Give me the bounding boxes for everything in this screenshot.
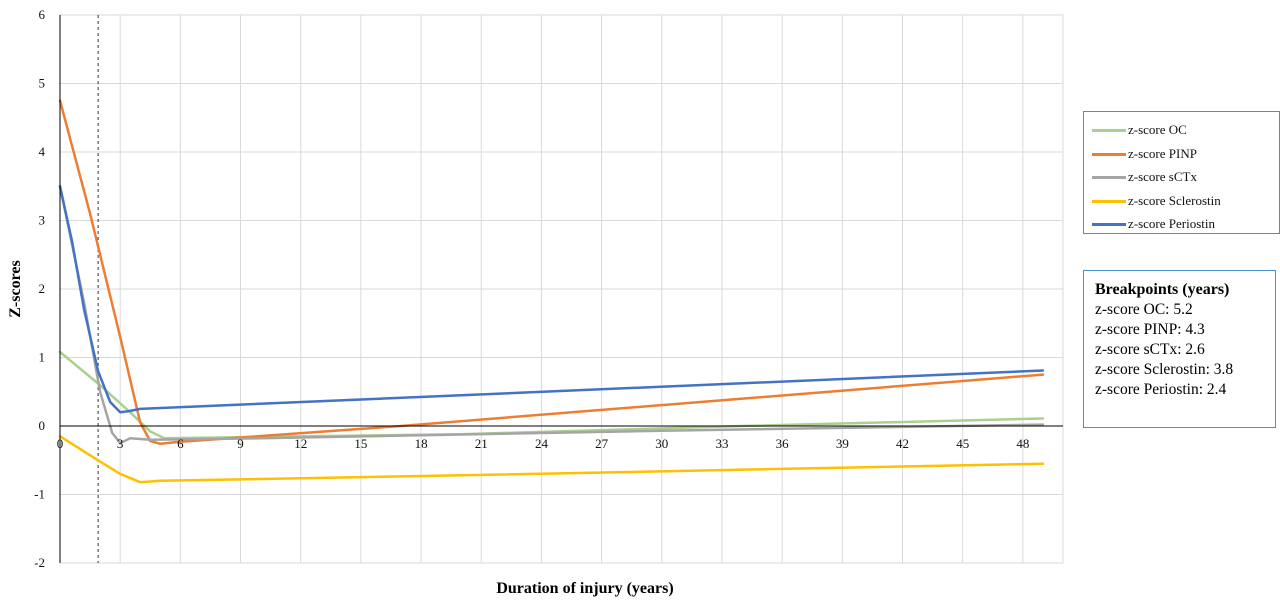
breakpoint-periostin: z-score Periostin: 2.4 <box>1095 381 1227 398</box>
legend-swatch <box>1092 199 1126 203</box>
x-tick-label: 12 <box>294 436 307 451</box>
x-tick-label: 21 <box>475 436 488 451</box>
y-tick-label: 1 <box>39 350 46 365</box>
x-tick-label: 48 <box>1016 436 1029 451</box>
legend-label: z-score OC <box>1128 122 1187 137</box>
x-tick-label: 6 <box>177 436 184 451</box>
legend-label: z-score PINP <box>1128 145 1197 161</box>
legend-swatch <box>1092 176 1126 179</box>
x-tick-label: 3 <box>117 436 124 451</box>
y-tick-label: -1 <box>34 487 45 502</box>
x-tick-label: 15 <box>354 436 367 451</box>
breakpoints-box: Breakpoints (years) z-score OC: 5.2 z-sc… <box>1083 270 1276 428</box>
legend-label: z-score Sclerostin <box>1128 192 1221 208</box>
x-tick-label: 33 <box>715 436 728 451</box>
line-chart: 0 3 6 9 12 15 18 21 24 27 30 33 36 39 42 45 48-2-1012345… <box>7 7 1064 597</box>
legend-item: z-score sCTx <box>1084 167 1279 187</box>
series-line-z-score-periostin <box>58 185 1045 414</box>
breakpoint-oc: z-score OC: 5.2 <box>1095 301 1193 318</box>
x-tick-label: 24 <box>535 436 549 451</box>
legend-swatch <box>1092 129 1126 132</box>
x-tick-label: 42 <box>896 436 909 451</box>
series-layer <box>58 99 1045 484</box>
breakpoint-sctx: z-score sCTx: 2.6 <box>1095 341 1205 358</box>
y-tick-label: 0 <box>39 418 46 433</box>
x-tick-label: 45 <box>956 436 969 451</box>
legend-swatch <box>1092 152 1126 156</box>
breakpoints-title: Breakpoints (years) <box>1095 281 1230 298</box>
y-tick-label: 3 <box>39 213 46 228</box>
legend-label: z-score Periostin <box>1128 216 1216 231</box>
y-tick-label: 2 <box>39 281 46 296</box>
axis-layer <box>59 15 1063 563</box>
y-tick-label: 6 <box>39 7 46 22</box>
x-axis-title: Duration of injury (years) <box>496 580 673 597</box>
legend-item: z-score Periostin <box>1084 214 1279 234</box>
legend-item: z-score OC <box>1084 120 1279 140</box>
breakpoint-sclerostin: z-score Sclerostin: 3.8 <box>1095 361 1234 378</box>
y-tick-label: -2 <box>34 555 45 570</box>
x-tick-label: 30 <box>655 436 668 451</box>
legend-item: z-score PINP <box>1084 144 1279 164</box>
tick-labels: 0 3 6 9 12 15 18 21 24 27 30 33 36 39 42 45 48-2-1012345… <box>34 7 1029 570</box>
x-tick-label: 9 <box>237 436 244 451</box>
x-tick-label: 27 <box>595 436 609 451</box>
x-tick-label: 39 <box>836 436 849 451</box>
y-axis-title: Z-scores <box>7 260 24 317</box>
grid-lines <box>59 14 1064 564</box>
x-tick-label: 36 <box>776 436 790 451</box>
breakpoint-pinp: z-score PINP: 4.3 <box>1095 321 1205 338</box>
legend-item: z-score Sclerostin <box>1084 191 1279 211</box>
legend-label: z-score sCTx <box>1128 169 1197 184</box>
legend: z-score OC z-score PINP z-score sCTx z-scor… <box>1083 111 1280 234</box>
series-line-z-score-sctx <box>58 185 1045 445</box>
series-line-z-score-sclerostin <box>58 435 1045 484</box>
series-line-z-score-pinp <box>58 99 1045 446</box>
y-tick-label: 5 <box>39 76 46 91</box>
x-tick-label: 0 <box>57 436 64 451</box>
y-tick-label: 4 <box>39 144 46 159</box>
series-line-z-score-oc <box>58 350 1045 440</box>
legend-swatch <box>1092 223 1126 226</box>
x-tick-label: 18 <box>415 436 428 451</box>
